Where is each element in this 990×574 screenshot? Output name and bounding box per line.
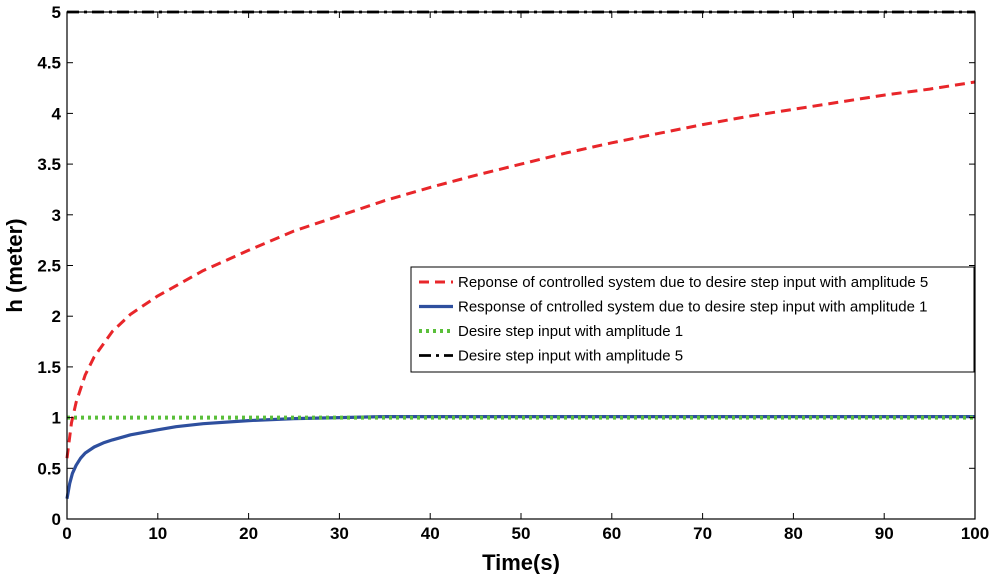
- x-tick-label: 80: [784, 524, 803, 543]
- x-tick-label: 0: [62, 524, 71, 543]
- x-axis-label: Time(s): [482, 550, 560, 574]
- y-tick-label: 4: [52, 104, 62, 123]
- legend-label-2: Response of cntrolled system due to desi…: [458, 299, 927, 316]
- x-tick-label: 30: [330, 524, 349, 543]
- y-tick-label: 2.5: [37, 257, 61, 276]
- legend-label-4: Desire step input with amplitude 5: [458, 348, 683, 365]
- y-tick-label: 3: [52, 206, 61, 225]
- y-tick-label: 3.5: [37, 155, 61, 174]
- legend-box: [410, 266, 975, 373]
- x-tick-label: 90: [875, 524, 894, 543]
- legend-label-3: Desire step input with amplitude 1: [458, 323, 683, 340]
- x-tick-label: 40: [421, 524, 440, 543]
- plot-area: [67, 12, 975, 519]
- y-tick-label: 1.5: [37, 358, 61, 377]
- y-tick-label: 1: [52, 409, 61, 428]
- y-tick-label: 0: [52, 510, 61, 529]
- x-tick-label: 50: [512, 524, 531, 543]
- x-tick-label: 10: [148, 524, 167, 543]
- x-tick-label: 60: [602, 524, 621, 543]
- y-tick-label: 5: [52, 3, 61, 22]
- series-line-2: [65, 415, 975, 499]
- x-tick-label: 20: [239, 524, 258, 543]
- x-tick-label: 70: [693, 524, 712, 543]
- series-line-1: [65, 80, 976, 459]
- y-tick-label: 4.5: [37, 54, 61, 73]
- ticks-layer: 0 10 20 30 40 50 60 70 80 90 100 0 0.5 1 1.5 2 2.5 3 3.5 4 4…: [37, 3, 989, 543]
- y-tick-label: 0.5: [37, 459, 61, 478]
- legend: Reponse of controlled system due to desi…: [410, 266, 975, 373]
- legend-label-1: Reponse of controlled system due to desi…: [458, 274, 928, 291]
- x-tick-label: 100: [961, 524, 989, 543]
- y-axis-label: h (meter): [2, 218, 27, 312]
- y-tick-label: 2: [52, 307, 61, 326]
